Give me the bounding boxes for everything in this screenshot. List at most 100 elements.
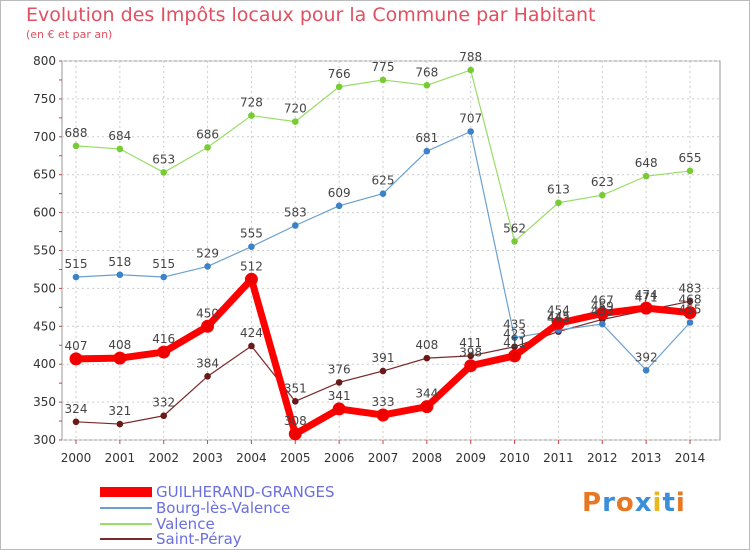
data-label: 411 [503, 336, 526, 350]
data-point [248, 342, 255, 350]
logo-letter: o [615, 488, 635, 518]
data-label: 655 [679, 151, 702, 165]
data-label: 720 [284, 102, 307, 116]
data-point [204, 263, 211, 270]
logo-letter: r [602, 488, 616, 518]
data-point [595, 306, 609, 320]
legend-swatch [100, 487, 152, 497]
data-label: 681 [415, 131, 438, 145]
data-point [598, 320, 606, 328]
data-label: 455 [679, 303, 702, 317]
data-point [160, 169, 168, 176]
data-label: 529 [196, 246, 219, 260]
data-point [423, 147, 431, 155]
data-point [157, 345, 171, 359]
data-point [335, 83, 343, 91]
data-label: 775 [372, 60, 395, 74]
x-tick-label: 2014 [675, 451, 706, 465]
data-point [511, 334, 518, 341]
data-point [464, 359, 478, 373]
data-label: 648 [635, 156, 658, 170]
data-point [72, 418, 80, 426]
legend-swatch [100, 523, 152, 525]
data-point [291, 398, 299, 405]
data-point [551, 316, 565, 330]
data-point [686, 167, 694, 175]
data-point [204, 144, 211, 151]
x-tick-label: 2002 [148, 451, 179, 465]
data-point [201, 319, 215, 333]
logo-letter: i [675, 488, 686, 518]
x-tick-label: 2003 [192, 451, 223, 465]
legend-label: GUILHERAND-GRANGES [156, 482, 335, 501]
data-label: 483 [679, 281, 702, 295]
data-label: 728 [240, 96, 263, 110]
data-point [332, 402, 346, 416]
x-tick-label: 2007 [368, 451, 399, 465]
data-label: 688 [65, 126, 88, 140]
data-point [335, 379, 343, 386]
data-point [423, 81, 431, 89]
legend-label: Bourg-lès-Valence [156, 498, 291, 517]
data-label: 453 [591, 304, 614, 318]
data-label: 445 [547, 310, 570, 324]
y-tick-label: 500 [33, 281, 56, 295]
data-label: 332 [152, 396, 175, 410]
y-tick-label: 550 [33, 244, 56, 258]
data-label: 391 [372, 351, 395, 365]
data-label: 324 [65, 402, 88, 416]
legend-item: GUILHERAND-GRANGES [100, 484, 335, 500]
legend-label: Saint-Péray [156, 529, 242, 548]
data-label: 623 [591, 175, 614, 189]
y-tick-label: 800 [33, 54, 56, 68]
data-point [248, 112, 255, 119]
y-tick-label: 600 [33, 206, 56, 220]
data-point [642, 172, 650, 180]
data-point [116, 145, 124, 153]
data-label: 411 [459, 336, 482, 350]
data-label: 321 [108, 404, 131, 418]
data-point [69, 352, 83, 366]
data-label: 341 [328, 389, 351, 403]
data-point [686, 297, 694, 305]
y-tick-label: 450 [33, 319, 56, 333]
data-point [511, 238, 518, 245]
x-tick-label: 2012 [587, 451, 618, 465]
data-label: 424 [240, 326, 263, 340]
x-tick-label: 2000 [61, 451, 92, 465]
data-label: 333 [372, 395, 395, 409]
x-tick-label: 2011 [543, 451, 574, 465]
data-point [686, 319, 694, 326]
data-point [72, 273, 80, 281]
data-point [511, 343, 518, 351]
data-point [379, 76, 387, 84]
data-label: 408 [415, 338, 438, 352]
y-tick-label: 400 [33, 357, 56, 371]
data-point [248, 243, 255, 251]
data-label: 384 [196, 356, 219, 370]
x-tick-label: 2013 [631, 451, 662, 465]
legend-item: Valence [100, 516, 215, 532]
y-tick-label: 300 [33, 433, 56, 447]
data-point [291, 222, 299, 229]
plot-area [61, 60, 721, 441]
data-label: 392 [635, 350, 658, 364]
x-tick-label: 2008 [412, 451, 443, 465]
legend-swatch [100, 507, 152, 509]
data-point [116, 420, 124, 428]
data-label: 768 [415, 65, 438, 79]
data-point [467, 352, 475, 360]
logo-letter: x [634, 488, 653, 518]
data-label: 653 [152, 152, 175, 166]
data-label: 518 [108, 255, 131, 269]
data-label: 625 [372, 174, 395, 188]
data-label: 454 [547, 303, 570, 317]
data-label: 398 [459, 346, 482, 360]
data-label: 555 [240, 227, 263, 241]
proxiti-logo: Proxiti [582, 488, 686, 518]
data-label: 686 [196, 127, 219, 141]
logo-letter: t [662, 488, 676, 518]
data-point [598, 191, 606, 199]
data-point [639, 301, 653, 315]
data-label: 788 [459, 50, 482, 64]
